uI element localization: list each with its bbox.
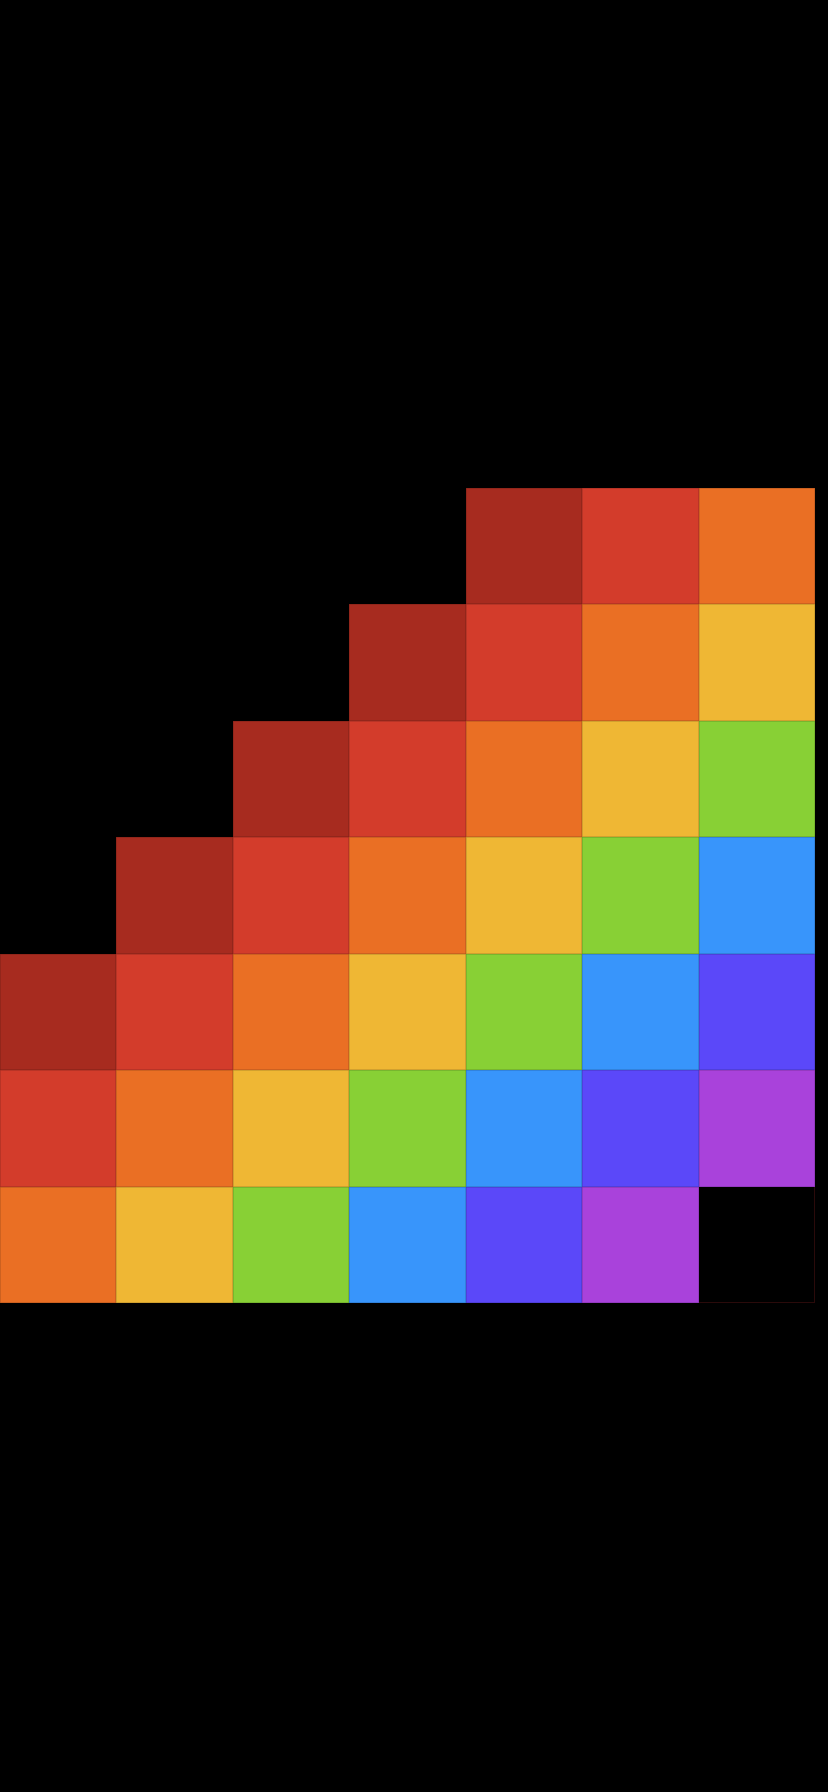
color-tile bbox=[116, 837, 233, 954]
color-tile bbox=[698, 488, 815, 605]
color-tile bbox=[582, 720, 699, 838]
color-tile bbox=[349, 1186, 466, 1303]
color-tile bbox=[116, 953, 233, 1071]
color-tile bbox=[0, 1070, 117, 1187]
color-tile bbox=[232, 837, 350, 954]
color-tile bbox=[0, 1186, 117, 1303]
color-tile bbox=[582, 488, 699, 605]
color-tile bbox=[465, 1186, 583, 1303]
color-tile bbox=[698, 837, 815, 954]
color-tile bbox=[232, 1070, 350, 1187]
color-tile bbox=[116, 1186, 233, 1303]
color-tile bbox=[0, 953, 117, 1071]
color-tile bbox=[698, 604, 815, 721]
color-tile-grid bbox=[0, 488, 815, 1303]
color-tile bbox=[349, 837, 466, 954]
color-tile bbox=[698, 953, 815, 1071]
color-tile bbox=[232, 953, 350, 1071]
color-tile bbox=[465, 720, 583, 838]
color-tile bbox=[582, 1186, 699, 1303]
color-tile bbox=[465, 604, 583, 721]
color-tile bbox=[349, 1070, 466, 1187]
color-tile bbox=[349, 604, 466, 721]
color-tile bbox=[465, 837, 583, 954]
color-tile bbox=[582, 604, 699, 721]
color-tile bbox=[465, 1070, 583, 1187]
empty-tile bbox=[698, 1186, 815, 1303]
color-tile bbox=[232, 1186, 350, 1303]
color-tile bbox=[116, 1070, 233, 1187]
color-tile bbox=[349, 953, 466, 1071]
color-tile bbox=[349, 720, 466, 838]
color-tile bbox=[582, 1070, 699, 1187]
color-tile bbox=[465, 953, 583, 1071]
color-tile bbox=[232, 720, 350, 838]
color-tile bbox=[465, 488, 583, 605]
color-tile bbox=[582, 837, 699, 954]
color-tile bbox=[698, 1070, 815, 1187]
color-tile bbox=[582, 953, 699, 1071]
color-tile bbox=[698, 720, 815, 838]
